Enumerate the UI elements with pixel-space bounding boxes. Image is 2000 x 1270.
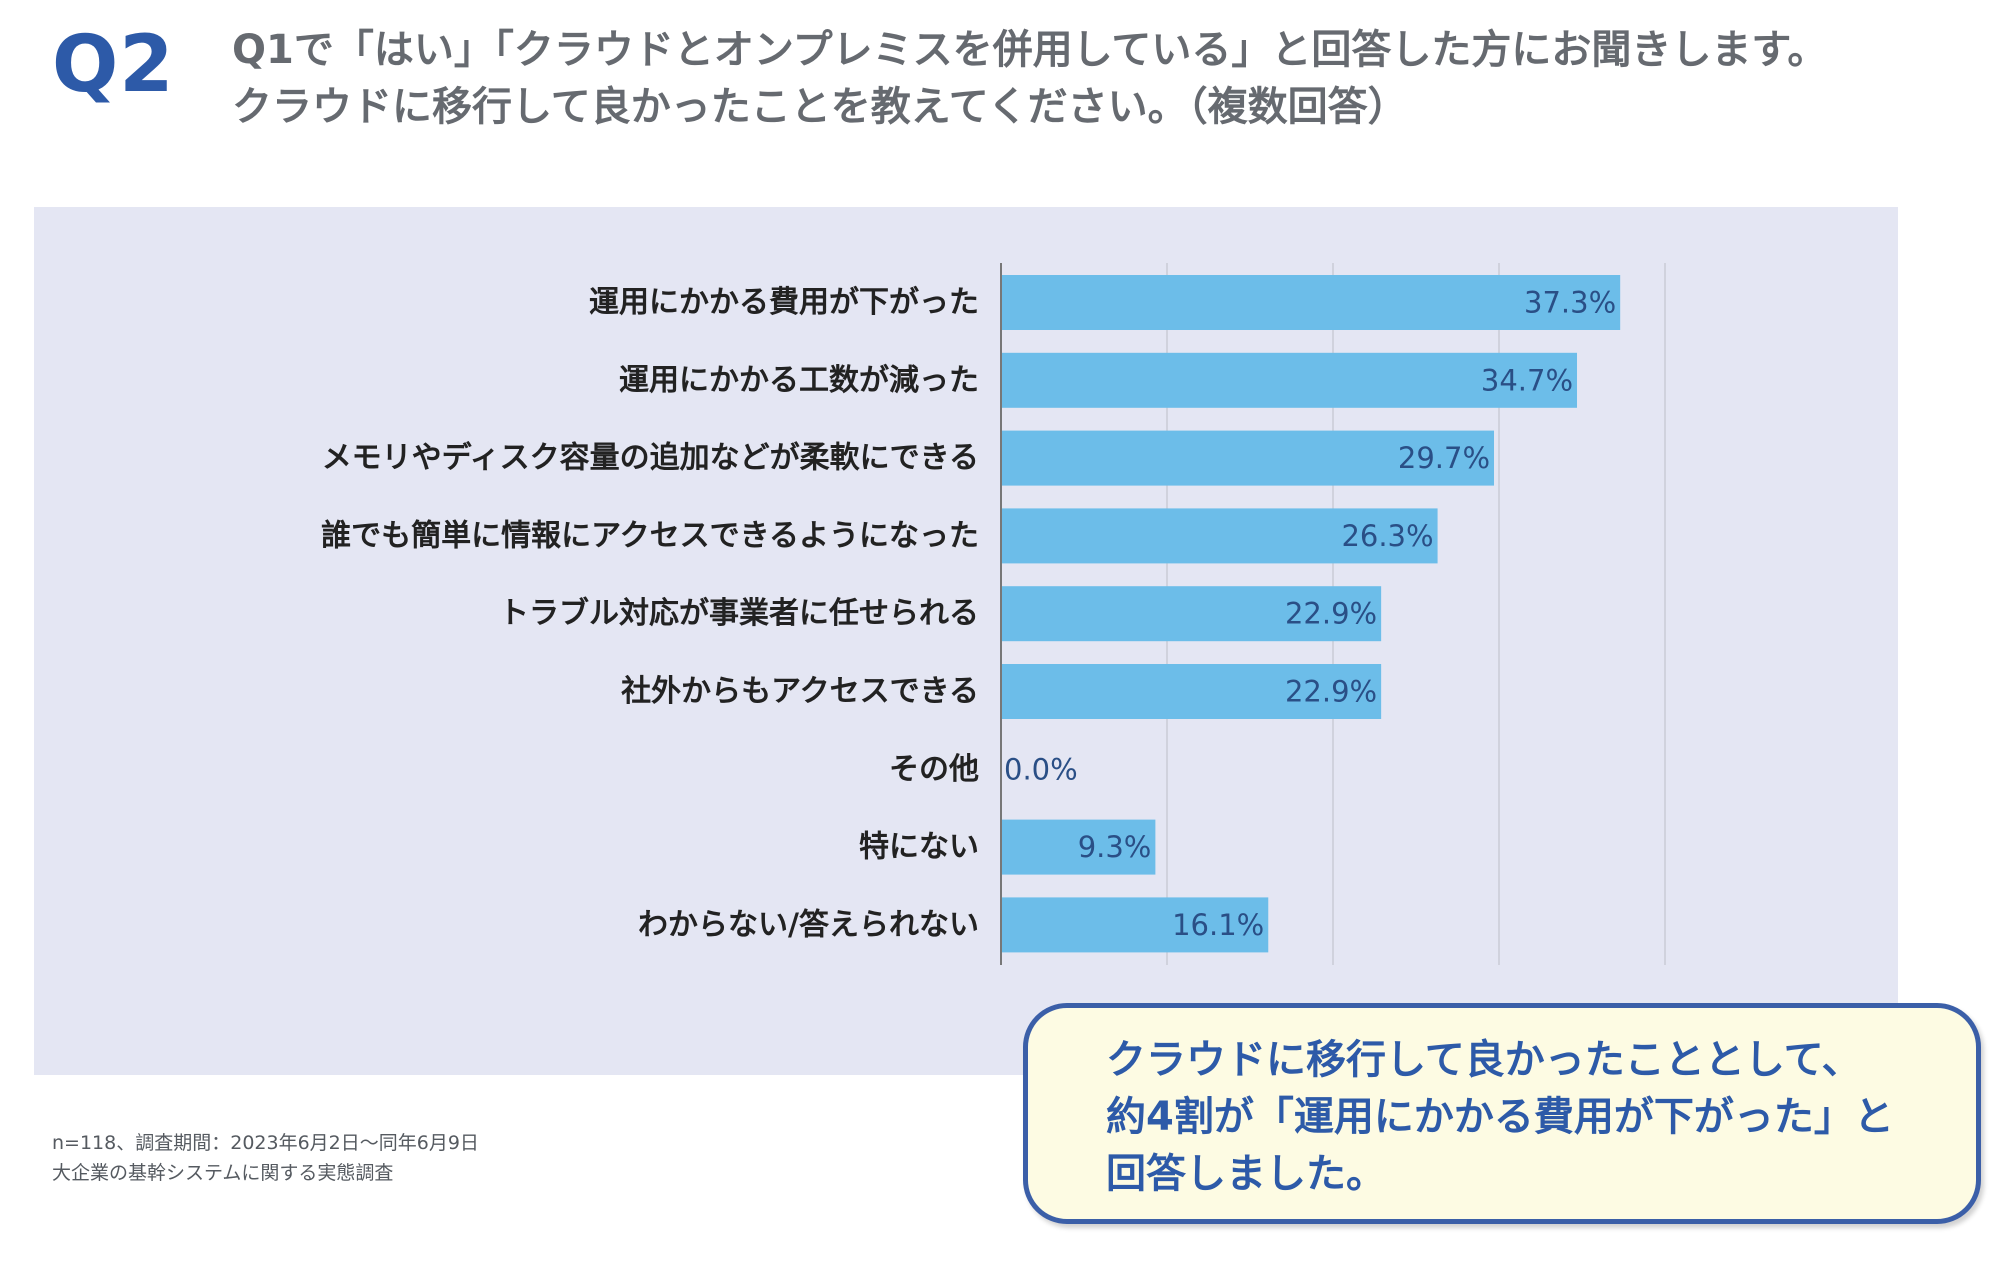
value-label-4: 22.9% bbox=[1285, 597, 1377, 631]
callout-line-2: 約4割が「運用にかかる費用が下がった」と bbox=[1106, 1094, 1894, 1140]
bar-1 bbox=[1001, 352, 1578, 408]
value-label-7: 9.3% bbox=[1078, 830, 1152, 864]
value-label-0: 37.3% bbox=[1524, 286, 1616, 320]
value-label-1: 34.7% bbox=[1481, 363, 1573, 397]
bar-2 bbox=[1001, 430, 1495, 486]
bar-8 bbox=[1001, 897, 1269, 953]
value-label-3: 26.3% bbox=[1341, 519, 1433, 553]
callout-line-1: クラウドに移行して良かったこととして、 bbox=[1106, 1037, 1862, 1083]
chart-panel: 運用にかかる費用が下がった 37.3% 運用にかかる工数が減った 34.7% メモリやデ… bbox=[34, 207, 1898, 1075]
bar-chart: 運用にかかる費用が下がった 37.3% 運用にかかる工数が減った 34.7% メモリやデ… bbox=[321, 263, 1666, 965]
value-label-2: 29.7% bbox=[1398, 441, 1490, 475]
question-number: Q2 bbox=[52, 20, 175, 110]
footnote-sample-period: n=118、調査期間：2023年6月2日〜同年6月9日 bbox=[52, 1132, 479, 1154]
category-label-8: わからない/答えられない bbox=[638, 907, 979, 942]
value-label-8: 16.1% bbox=[1172, 908, 1264, 942]
question-title: Q1で「はい」「クラウドとオンプレミスを併用している」と回答した方にお聞きします… bbox=[232, 22, 1972, 136]
footnote-survey-name: 大企業の基幹システムに関する実態調査 bbox=[52, 1162, 394, 1184]
question-title-line-1: Q1で「はい」「クラウドとオンプレミスを併用している」と回答した方にお聞きします… bbox=[232, 27, 1828, 73]
category-label-1: 運用にかかる工数が減った bbox=[619, 363, 979, 398]
question-title-line-2: クラウドに移行して良かったことを教えてください。（複数回答） bbox=[232, 84, 1408, 130]
category-label-7: 特にない bbox=[859, 830, 979, 865]
bar-3 bbox=[1001, 508, 1438, 564]
bar-4 bbox=[1001, 586, 1382, 642]
bar-5 bbox=[1001, 664, 1382, 719]
summary-callout: クラウドに移行して良かったこととして、 約4割が「運用にかかる費用が下がった」と… bbox=[1023, 1003, 1981, 1224]
category-label-2: メモリやディスク容量の追加などが柔軟にできる bbox=[322, 441, 979, 476]
value-label-5: 22.9% bbox=[1285, 675, 1377, 709]
callout-line-3: 回答しました。 bbox=[1106, 1151, 1386, 1197]
footnote: n=118、調査期間：2023年6月2日〜同年6月9日 大企業の基幹システムに関… bbox=[52, 1128, 479, 1188]
value-label-6: 0.0% bbox=[1004, 752, 1078, 786]
bar-7 bbox=[1001, 819, 1156, 875]
bar-0 bbox=[1001, 275, 1621, 330]
category-label-6: その他 bbox=[889, 752, 979, 787]
category-label-3: 誰でも簡単に情報にアクセスできるようになった bbox=[321, 518, 979, 553]
category-label-0: 運用にかかる費用が下がった bbox=[589, 285, 979, 320]
category-label-5: 社外からもアクセスできる bbox=[621, 674, 979, 709]
category-label-4: トラブル対応が事業者に任せられる bbox=[499, 596, 979, 631]
